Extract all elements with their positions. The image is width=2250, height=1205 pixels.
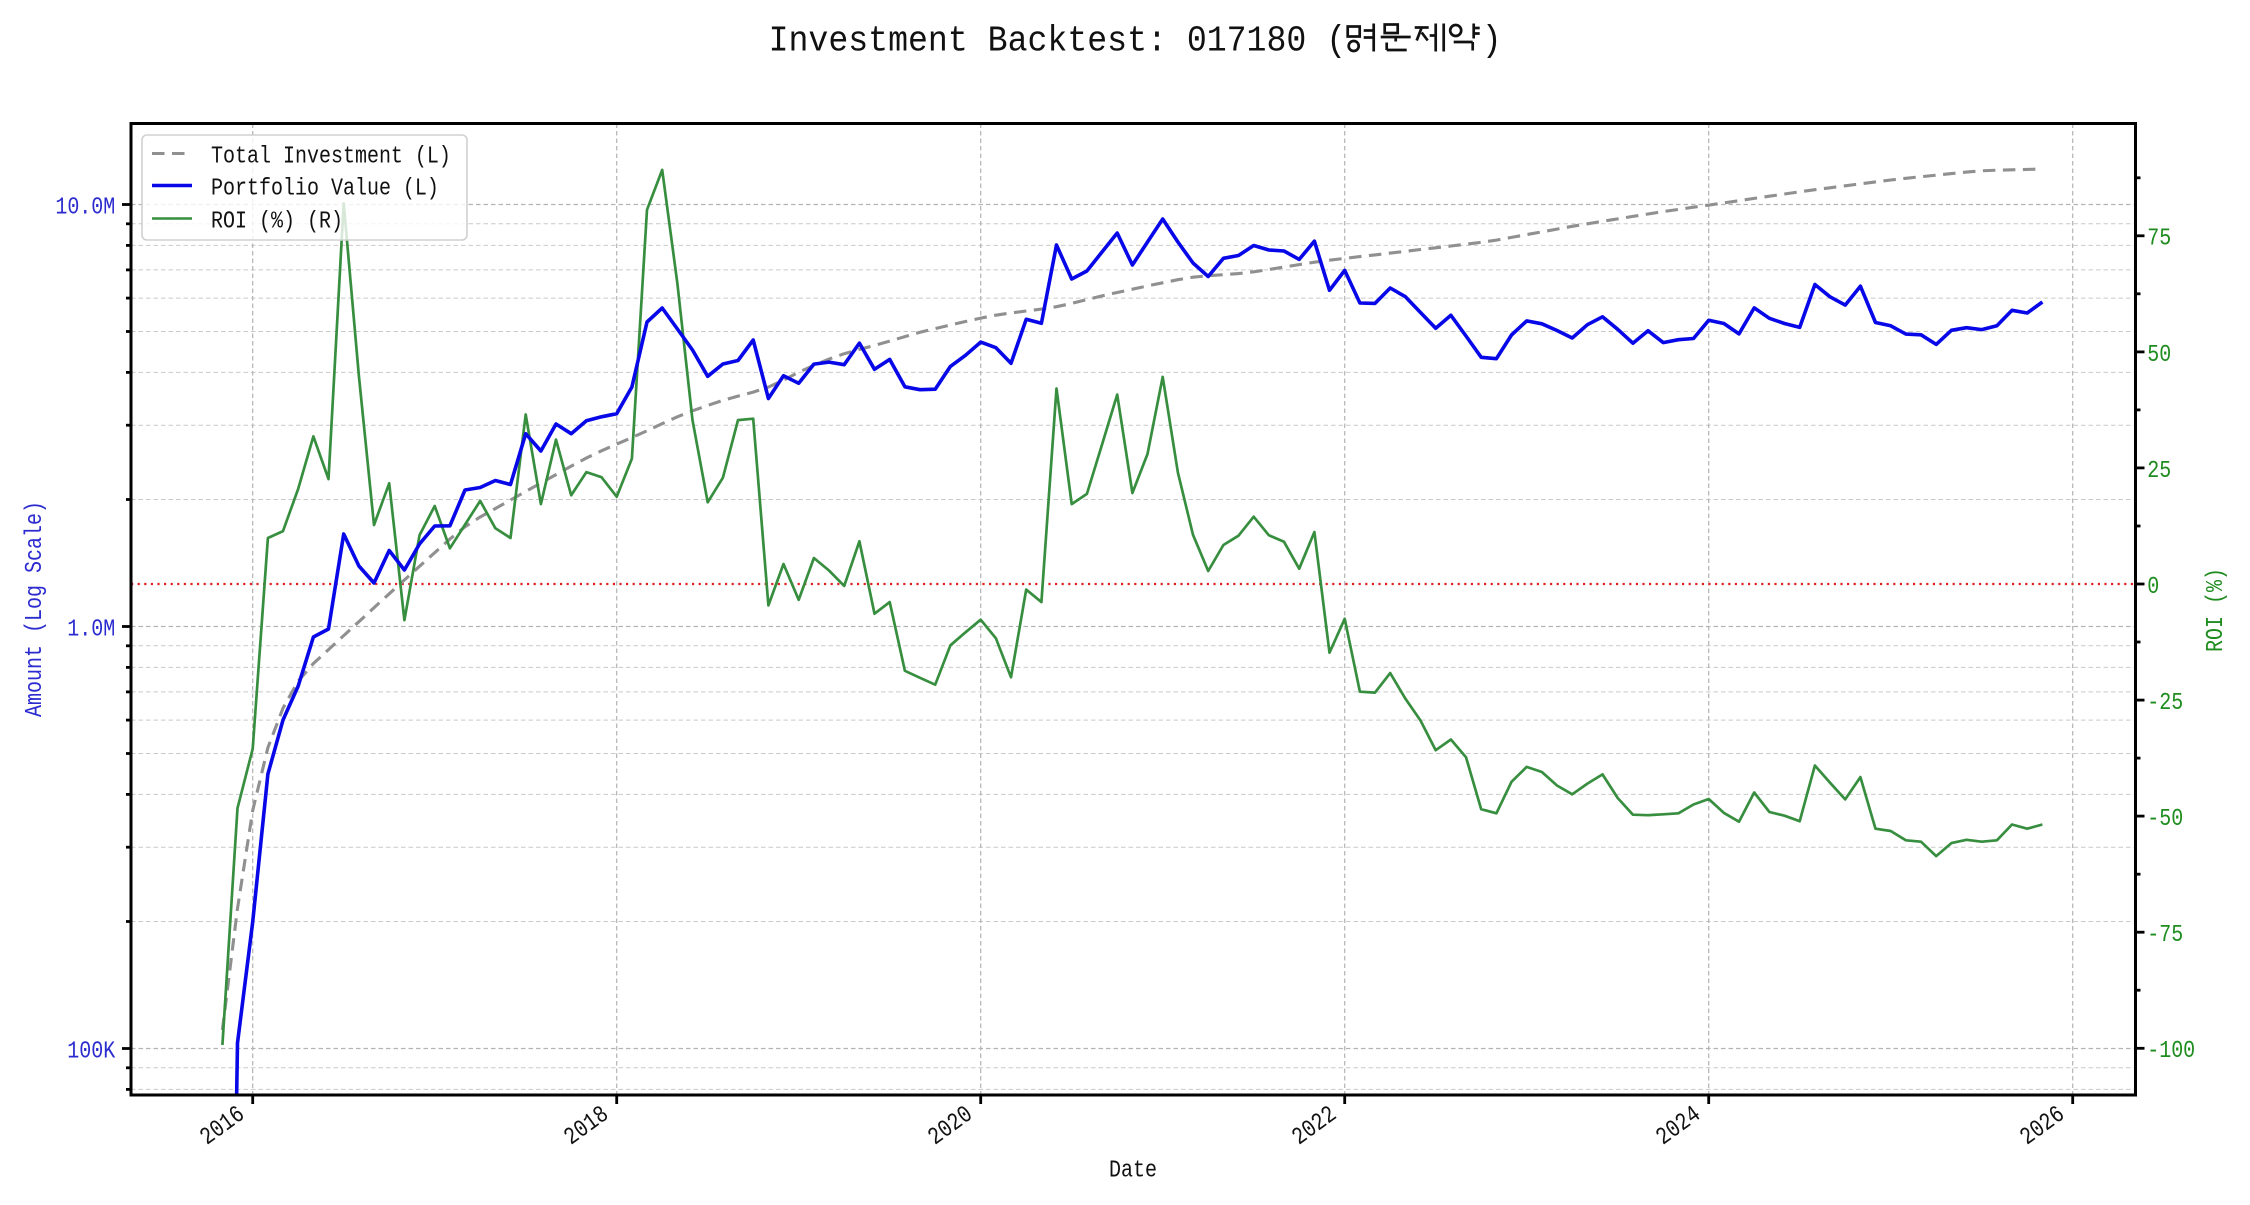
svg-text:1.0M: 1.0M [67, 615, 115, 643]
svg-text:Amount (Log Scale): Amount (Log Scale) [20, 501, 48, 717]
svg-text:10.0M: 10.0M [55, 193, 115, 221]
svg-text:-100: -100 [2147, 1036, 2195, 1064]
svg-text:75: 75 [2147, 224, 2171, 252]
svg-text:Portfolio Value (L): Portfolio Value (L) [211, 174, 439, 202]
svg-text:ROI (%) (R): ROI (%) (R) [211, 207, 343, 235]
svg-text:25: 25 [2147, 456, 2171, 484]
svg-text:-50: -50 [2147, 804, 2183, 832]
svg-text:Investment Backtest: 017180 (: Investment Backtest: 017180 ( [769, 22, 1347, 62]
svg-text:): ) [1482, 22, 1502, 62]
svg-text:-25: -25 [2147, 688, 2183, 716]
svg-text:50: 50 [2147, 340, 2171, 368]
svg-text:Total Investment (L): Total Investment (L) [211, 142, 451, 170]
svg-text:ROI (%): ROI (%) [2201, 568, 2229, 652]
svg-text:0: 0 [2147, 572, 2159, 600]
svg-text:100K: 100K [67, 1037, 116, 1065]
svg-text:-75: -75 [2147, 920, 2183, 948]
svg-text:Date: Date [1109, 1156, 1157, 1184]
